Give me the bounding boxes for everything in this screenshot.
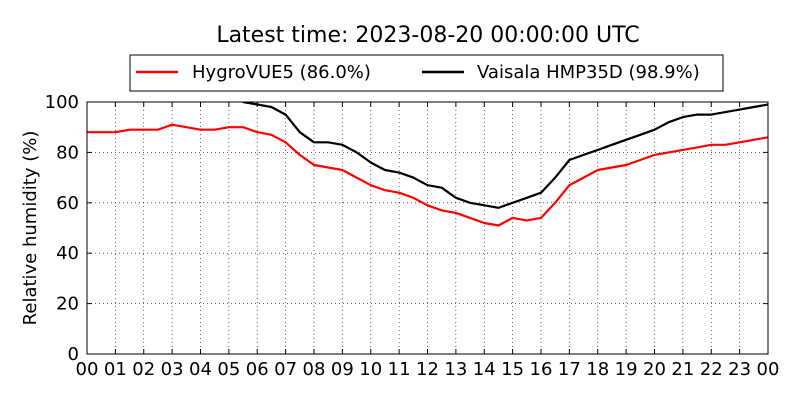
x-tick-label: 04 [189,359,212,380]
x-tick-label: 16 [530,359,553,380]
chart-title: Latest time: 2023-08-20 00:00:00 UTC [216,23,639,48]
x-tick-label: 21 [671,359,694,380]
y-tick-label: 20 [56,294,79,315]
series-line-hygrovue5 [87,123,768,227]
y-tick-label: 60 [56,193,79,214]
grid [87,102,768,354]
y-tick-label: 0 [68,344,79,365]
x-tick-label: 22 [700,359,723,380]
x-tick-label: 05 [217,359,240,380]
x-tick-label: 06 [246,359,269,380]
series-layer [87,102,768,227]
x-tick-label: 02 [132,359,155,380]
x-axis: 00 01 02 03 04 05 06 07 08 09 10 11 12 13 14 15 16 17 18 19… [76,102,780,380]
x-tick-label: 09 [331,359,354,380]
x-tick-label: 01 [104,359,127,380]
x-tick-label: 23 [728,359,751,380]
x-tick-label: 08 [303,359,326,380]
series-line-vaisala [242,102,768,209]
x-tick-label: 00 [757,359,780,380]
x-tick-label: 17 [558,359,581,380]
y-tick-label: 40 [56,243,79,264]
x-tick-label: 07 [274,359,297,380]
x-tick-label: 00 [76,359,99,380]
plot-frame [86,101,769,355]
x-tick-label: 10 [359,359,382,380]
y-tick-label: 100 [45,92,79,113]
x-tick-label: 11 [388,359,411,380]
x-tick-label: 20 [643,359,666,380]
x-tick-label: 14 [473,359,496,380]
x-tick-label: 03 [161,359,184,380]
y-tick-label: 80 [56,142,79,163]
x-tick-label: 15 [501,359,524,380]
legend: HygroVUE5 (86.0%) Vaisala HMP35D (98.9%) [129,54,724,92]
legend-label-vaisala: Vaisala HMP35D (98.9%) [477,62,700,83]
legend-label-hygrovue5: HygroVUE5 (86.0%) [192,62,371,83]
x-tick-label: 19 [615,359,638,380]
y-axis: 0 20 40 60 80 100 [45,92,768,365]
x-tick-label: 13 [444,359,467,380]
x-tick-label: 18 [586,359,609,380]
x-tick-label: 12 [416,359,439,380]
y-axis-label: Relative humidity (%) [20,131,41,326]
